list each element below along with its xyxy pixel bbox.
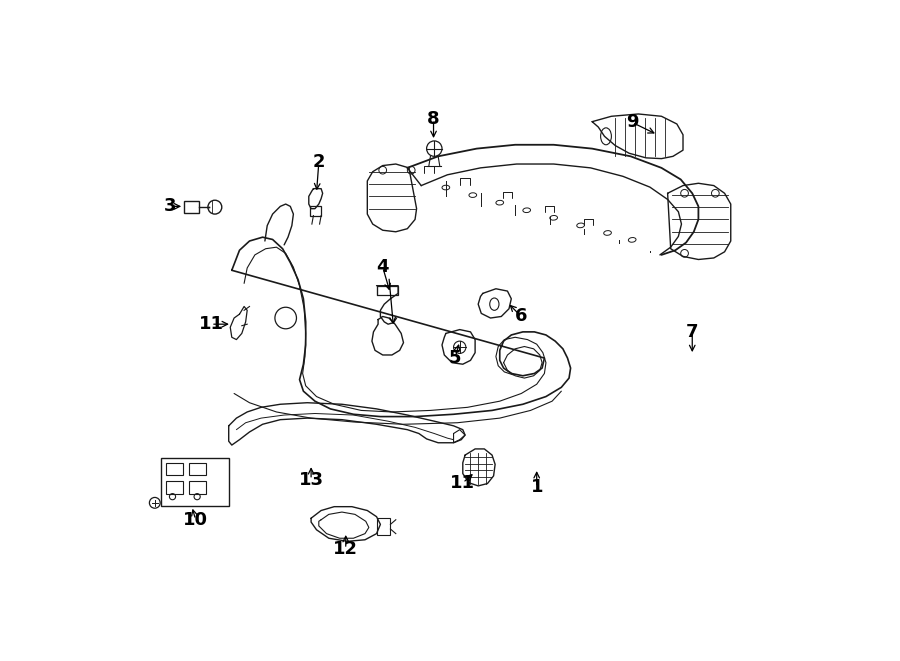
Bar	[166, 481, 183, 494]
Text: 6: 6	[515, 307, 527, 325]
Text: 8: 8	[428, 110, 440, 128]
Text: 11: 11	[199, 315, 223, 333]
Bar	[161, 458, 229, 506]
Bar	[189, 481, 205, 494]
Text: 3: 3	[164, 198, 176, 215]
Bar	[310, 206, 321, 215]
Text: 2: 2	[312, 153, 325, 171]
Bar	[376, 518, 391, 535]
Text: 9: 9	[626, 114, 638, 132]
Text: 13: 13	[299, 471, 324, 488]
Text: 7: 7	[686, 323, 698, 341]
Bar	[189, 463, 205, 475]
Text: 5: 5	[449, 349, 462, 367]
Text: 10: 10	[183, 511, 208, 529]
Text: 1: 1	[530, 479, 543, 496]
Bar	[184, 201, 200, 214]
Bar	[376, 286, 398, 295]
Text: 11: 11	[450, 474, 475, 492]
Text: 12: 12	[333, 540, 358, 558]
Text: 4: 4	[376, 258, 389, 276]
Bar	[166, 463, 183, 475]
